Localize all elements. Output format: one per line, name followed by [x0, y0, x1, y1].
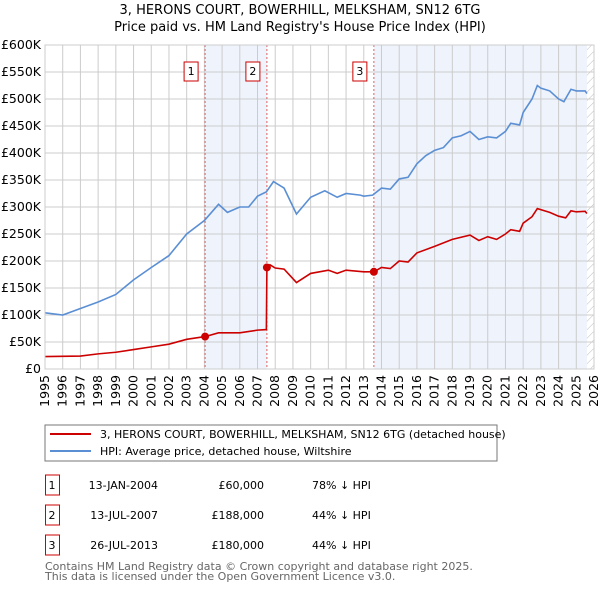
sale-label-box: [352, 61, 368, 82]
y-tick-label: £300K: [1, 199, 42, 214]
x-tick-label: 2008: [267, 375, 282, 407]
y-tick-label: £500K: [1, 91, 42, 106]
sale-label-box: [245, 61, 261, 82]
sale-row-number: 2: [49, 509, 56, 522]
y-tick-label: £550K: [1, 64, 42, 79]
sale-row-hpi: 44% ↓ HPI: [312, 539, 371, 552]
legend-box: [44, 424, 498, 462]
y-tick-label: £350K: [1, 172, 42, 187]
x-tick-label: 2019: [462, 375, 477, 407]
footer-line-1: Contains HM Land Registry data © Crown c…: [45, 560, 473, 573]
sale-row-price: £188,000: [212, 509, 265, 522]
sale-label-box: [183, 61, 199, 82]
legend-hpi-label: HPI: Average price, detached house, Wilt…: [100, 445, 352, 458]
y-tick-label: £250K: [1, 226, 42, 241]
sale-row-price: £60,000: [219, 479, 265, 492]
x-tick-label: 2018: [444, 375, 459, 407]
y-tick-label: £0: [25, 361, 41, 376]
x-tick-label: 2024: [551, 375, 566, 407]
sale-point: [201, 332, 210, 341]
x-tick-label: 2026: [586, 375, 600, 407]
x-tick-label: 1996: [55, 375, 70, 407]
chart-title: 3, HERONS COURT, BOWERHILL, MELKSHAM, SN…: [120, 3, 481, 18]
x-tick-label: 1999: [108, 375, 123, 407]
y-tick-label: £600K: [1, 37, 42, 52]
sale-row-badge: [45, 504, 60, 526]
y-tick-label: £50K: [9, 334, 42, 349]
y-tick-label: £400K: [1, 145, 42, 160]
x-tick-label: 2007: [250, 375, 265, 407]
x-tick-label: 2021: [497, 375, 512, 407]
sale-row-date: 13-JAN-2004: [89, 479, 158, 492]
x-tick-label: 2020: [480, 375, 495, 407]
sale-row-number: 1: [49, 479, 56, 492]
sale-row-hpi: 78% ↓ HPI: [312, 479, 371, 492]
x-tick-label: 2002: [161, 375, 176, 407]
sale-point: [369, 267, 378, 276]
legend-property-label: 3, HERONS COURT, BOWERHILL, MELKSHAM, SN…: [100, 428, 506, 441]
sale-row-badge: [45, 474, 60, 496]
y-tick-label: £200K: [1, 253, 42, 268]
x-tick-label: 1997: [72, 375, 87, 407]
sale-row-date: 26-JUL-2013: [90, 539, 158, 552]
x-tick-label: 2010: [303, 375, 318, 407]
x-tick-label: 1998: [90, 375, 105, 407]
x-tick-label: 2001: [143, 375, 158, 407]
sale-label: 3: [356, 65, 363, 78]
x-tick-label: 1995: [37, 375, 52, 407]
x-tick-label: 2014: [373, 375, 388, 407]
x-tick-label: 2022: [515, 375, 530, 407]
x-tick-label: 2013: [356, 375, 371, 407]
hpi-line: [44, 84, 588, 316]
x-tick-label: 2005: [214, 375, 229, 407]
x-tick-label: 2017: [427, 375, 442, 407]
x-tick-label: 2000: [126, 375, 141, 407]
y-tick-label: £450K: [1, 118, 42, 133]
sale-label: 2: [249, 65, 256, 78]
x-tick-label: 2003: [179, 375, 194, 407]
x-tick-label: 2011: [320, 375, 335, 407]
x-tick-label: 2015: [391, 375, 406, 407]
sale-label: 1: [188, 65, 195, 78]
plot-border: [44, 44, 595, 370]
x-tick-label: 2006: [232, 375, 247, 407]
x-tick-label: 2012: [338, 375, 353, 407]
chart-subtitle: Price paid vs. HM Land Registry's House …: [114, 20, 486, 35]
sale-row-number: 3: [49, 539, 56, 552]
x-tick-label: 2004: [196, 375, 211, 407]
x-tick-label: 2016: [409, 375, 424, 407]
footer-line-2: This data is licensed under the Open Gov…: [44, 570, 395, 583]
y-tick-label: £100K: [1, 307, 42, 322]
x-tick-label: 2023: [533, 375, 548, 407]
sale-row-badge: [45, 534, 60, 556]
x-tick-label: 2025: [568, 375, 583, 407]
sale-row-hpi: 44% ↓ HPI: [312, 509, 371, 522]
sale-point: [262, 263, 271, 272]
y-tick-label: £150K: [1, 280, 42, 295]
x-tick-label: 2009: [285, 375, 300, 407]
sale-row-date: 13-JUL-2007: [90, 509, 158, 522]
sale-row-price: £180,000: [212, 539, 265, 552]
